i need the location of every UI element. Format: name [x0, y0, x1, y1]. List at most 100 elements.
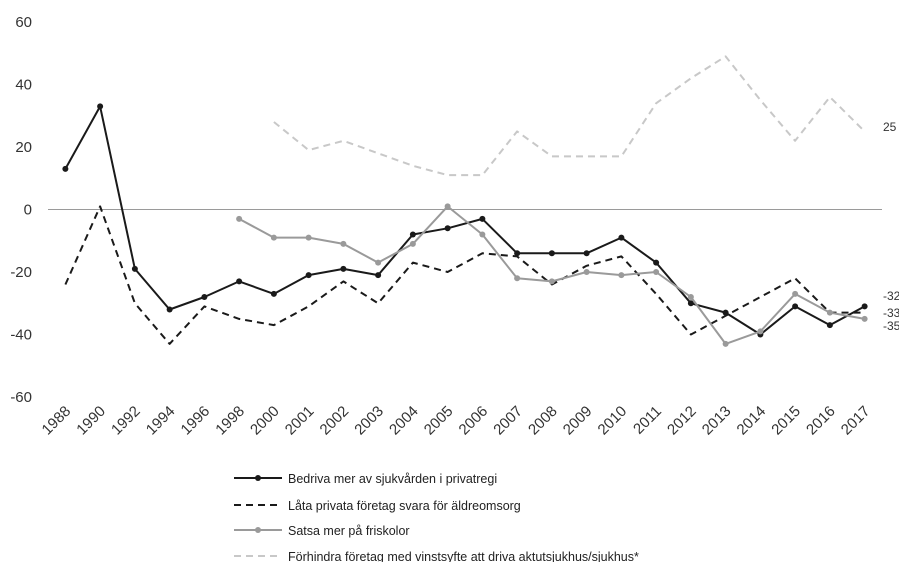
legend-item: Låta privata företag svara för äldreomso… — [234, 499, 521, 513]
x-tick-label: 2007 — [490, 403, 526, 439]
x-tick-label: 2004 — [386, 403, 422, 439]
x-tick-label: 1990 — [73, 403, 109, 439]
data-point — [687, 300, 694, 307]
data-point — [514, 275, 521, 282]
data-point — [653, 269, 660, 275]
x-tick-label: 2017 — [838, 403, 874, 439]
x-tick-label: 2000 — [247, 403, 283, 439]
x-tick-label: 1988 — [39, 403, 75, 439]
series-2 — [64, 205, 865, 345]
data-point — [375, 259, 382, 266]
legend-marker — [255, 527, 261, 533]
series-line — [64, 105, 866, 336]
x-tick-label: 2006 — [456, 403, 492, 439]
x-tick-label: 1998 — [212, 403, 248, 439]
x-tick-label: 2009 — [560, 403, 596, 439]
data-point — [826, 309, 833, 316]
data-point — [270, 290, 277, 297]
x-tick-label: 2016 — [803, 403, 839, 439]
legend-label: Förhindra företag med vinstsyfte att dri… — [288, 550, 639, 562]
data-point — [236, 278, 243, 285]
data-point — [548, 278, 555, 285]
series-line — [238, 205, 865, 345]
y-tick-label: -60 — [10, 389, 32, 406]
legend-label: Låta privata företag svara för äldreomso… — [288, 499, 521, 513]
data-point — [548, 250, 555, 257]
end-value-label: -35 — [883, 319, 899, 333]
data-point — [826, 322, 833, 329]
data-point — [583, 269, 590, 275]
data-point — [131, 265, 138, 272]
y-tick-label: -40 — [10, 327, 32, 344]
data-point — [409, 231, 416, 238]
x-tick-label: 2013 — [699, 403, 735, 439]
series-3 — [236, 203, 868, 347]
data-point — [861, 315, 868, 322]
data-point — [270, 234, 277, 241]
x-tick-label: 2015 — [768, 403, 804, 439]
data-point — [757, 328, 764, 335]
end-value-label: 25 — [883, 120, 897, 134]
x-tick-label: 2011 — [630, 403, 665, 438]
y-axis: -60 -40 -20 0 20 40 60 — [10, 14, 32, 406]
legend-item: Bedriva mer av sjukvården i privatregi — [234, 472, 497, 486]
x-tick-label: 1994 — [143, 403, 179, 439]
x-tick-label: 1992 — [108, 403, 144, 439]
x-tick-label: 2001 — [282, 403, 318, 439]
legend-label: Bedriva mer av sjukvården i privatregi — [288, 472, 497, 486]
data-point — [375, 272, 382, 279]
data-point — [236, 215, 243, 222]
data-point — [340, 240, 347, 247]
data-point — [687, 294, 694, 300]
x-axis: 1988 1990 1992 1994 1996 1998 2000 2001 2002 2003… — [39, 403, 874, 439]
data-point — [792, 290, 799, 297]
legend-label: Satsa mer på friskolor — [288, 524, 410, 538]
x-tick-label: 2012 — [664, 403, 700, 439]
y-tick-label: 0 — [24, 202, 32, 219]
data-point — [409, 240, 416, 247]
data-point — [792, 303, 799, 310]
data-point — [305, 234, 312, 241]
x-tick-label: 2008 — [525, 403, 561, 439]
x-tick-label: 2010 — [595, 403, 631, 439]
x-tick-label: 2002 — [317, 403, 353, 439]
data-point — [201, 294, 208, 300]
data-point — [62, 165, 69, 172]
y-tick-label: 20 — [15, 139, 32, 156]
legend-marker — [255, 475, 261, 481]
x-tick-label: 2003 — [351, 403, 387, 439]
series-line — [64, 205, 865, 345]
data-point — [97, 103, 104, 110]
end-value-label: -32 — [883, 289, 899, 303]
y-tick-label: -20 — [10, 264, 32, 281]
series-1 — [62, 103, 868, 338]
end-value-label: -33 — [883, 306, 899, 320]
x-tick-label: 1996 — [178, 403, 214, 439]
data-point — [479, 215, 486, 222]
data-point — [618, 234, 625, 241]
series-4 — [273, 55, 866, 177]
data-point — [479, 231, 486, 238]
data-point — [340, 265, 347, 272]
legend-item: Satsa mer på friskolor — [234, 524, 410, 538]
y-tick-label: 60 — [15, 14, 32, 31]
data-point — [618, 272, 625, 279]
data-point — [305, 272, 312, 279]
data-point — [722, 340, 729, 347]
data-point — [583, 250, 590, 257]
data-point — [166, 306, 173, 313]
series-layer — [62, 55, 868, 347]
x-tick-label: 2005 — [421, 403, 457, 439]
y-tick-label: 40 — [15, 77, 32, 94]
data-point — [444, 203, 451, 210]
data-point — [861, 303, 868, 310]
x-tick-label: 2014 — [734, 403, 770, 439]
data-point — [514, 250, 521, 257]
series-line — [273, 55, 866, 177]
legend-item: Förhindra företag med vinstsyfte att dri… — [234, 550, 639, 562]
legend: Bedriva mer av sjukvården i privatregi Lå… — [234, 472, 639, 562]
data-point — [444, 225, 451, 232]
data-point — [653, 259, 660, 266]
end-labels: -32 -33-35 25 — [883, 120, 899, 333]
